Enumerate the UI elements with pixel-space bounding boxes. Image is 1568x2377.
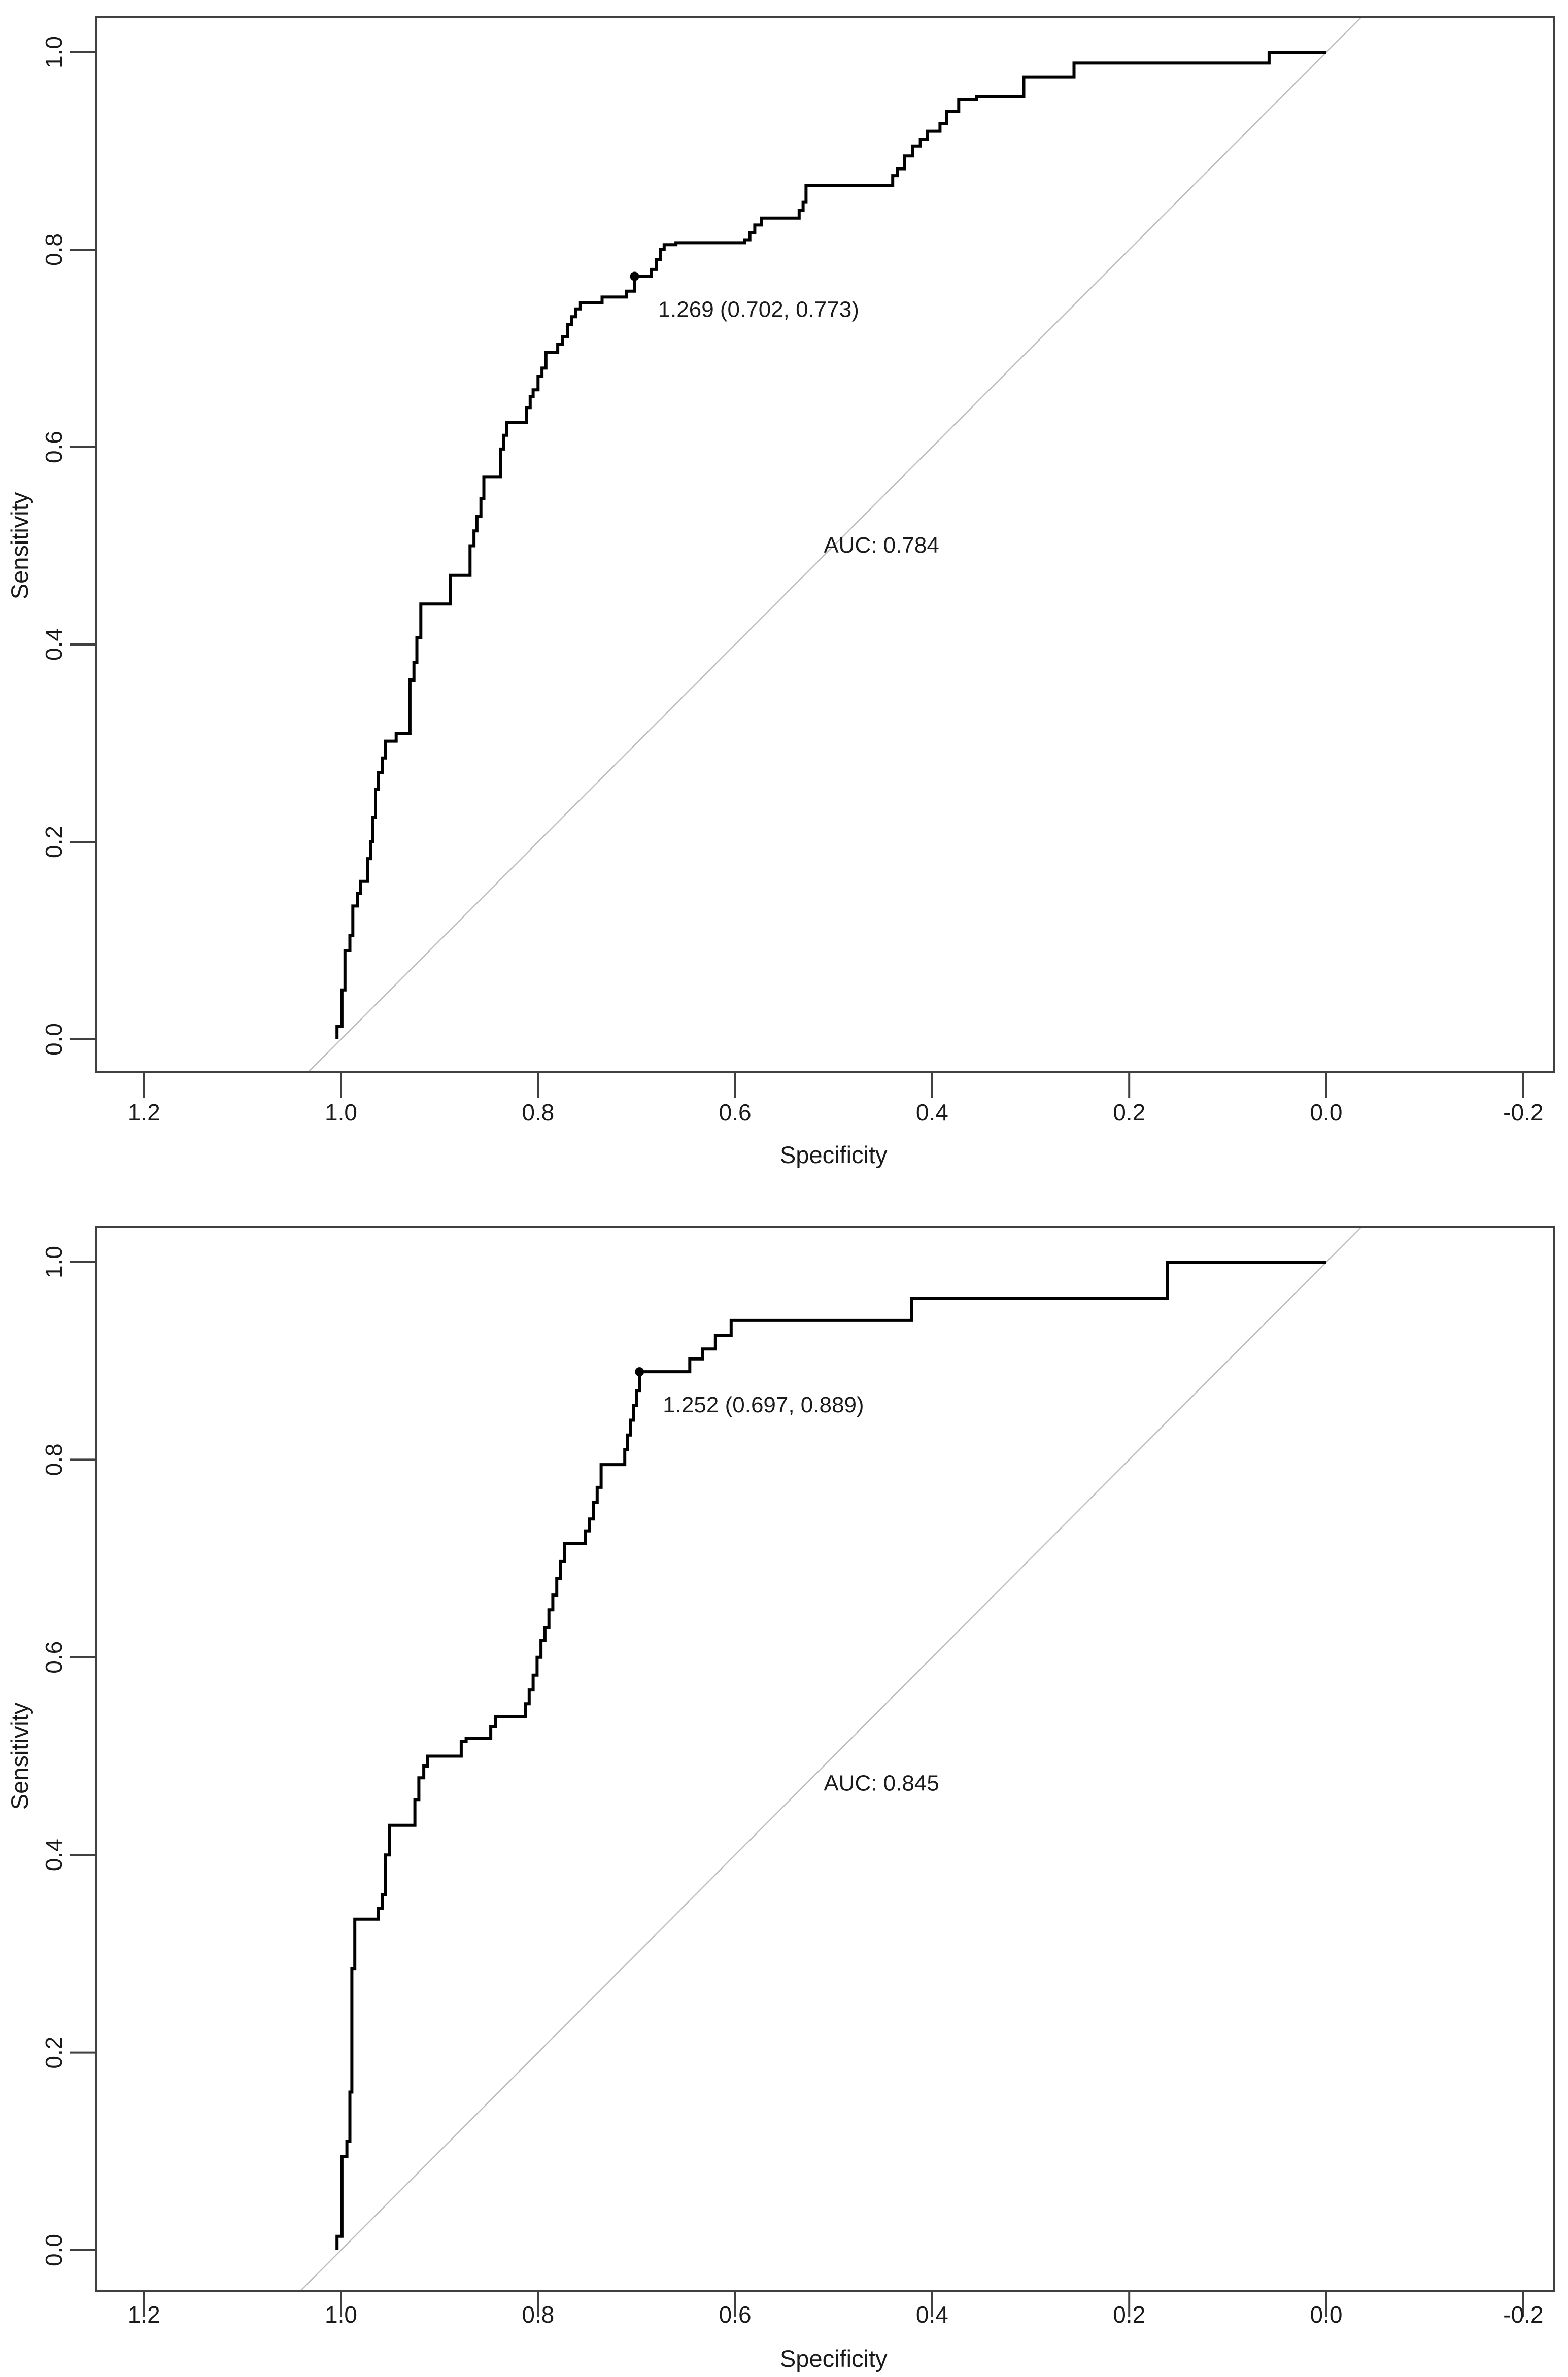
x-axis-title: Specificity <box>780 2345 888 2372</box>
best-threshold-label: 1.269 (0.702, 0.773) <box>658 297 859 322</box>
x-axis-tick-label: 1.2 <box>128 1099 160 1126</box>
x-axis-tick-label: -0.2 <box>1503 1099 1543 1126</box>
x-axis-tick-label: 0.6 <box>719 1099 752 1126</box>
y-axis-tick-label: 0.0 <box>41 1023 67 1056</box>
y-axis-title: Sensitivity <box>6 492 33 599</box>
x-axis-tick-label: 0.0 <box>1310 1099 1343 1126</box>
plot-box <box>95 1226 1555 2292</box>
y-axis-tick-label: 0.2 <box>41 2036 67 2069</box>
roc-plot-top-canvas: 1.2 1.0 0.8 0.6 0.4 0.2 0.0 -0.2 0.0 0.2 0.4 0.6 0.8… <box>0 0 1568 1188</box>
y-axis-tick-label: 0.0 <box>41 2234 67 2266</box>
plot-background <box>0 0 1568 1188</box>
x-axis-tick-label: 0.2 <box>1113 1099 1145 1126</box>
y-axis-tick-label: 0.4 <box>41 1839 67 1871</box>
x-axis-tick-label: 0.6 <box>719 2301 752 2328</box>
plot-background <box>0 1188 1568 2377</box>
best-threshold-label: 1.252 (0.697, 0.889) <box>663 1393 864 1417</box>
x-axis-tick-label: 1.2 <box>128 2301 160 2328</box>
x-axis-tick-label: 1.0 <box>325 2301 357 2328</box>
y-axis-tick-label: 0.4 <box>41 628 67 661</box>
x-axis-tick-label: 0.8 <box>522 2301 554 2328</box>
y-axis-tick-label: 1.0 <box>41 36 67 69</box>
x-axis-tick-label: 0.4 <box>916 1099 948 1126</box>
auc-label: AUC: 0.784 <box>824 533 939 558</box>
best-threshold-marker <box>635 1367 644 1377</box>
diagonal-reference-line <box>299 1227 1363 2291</box>
x-axis-tick-label: -0.2 <box>1503 2301 1543 2328</box>
plot-box <box>95 16 1555 1073</box>
x-axis-tick-label: 0.2 <box>1113 2301 1145 2328</box>
roc-curve <box>335 51 1326 1039</box>
x-axis-tick-label: 0.0 <box>1310 2301 1343 2328</box>
y-axis-tick-label: 0.2 <box>41 826 67 858</box>
x-axis-tick-label: 1.0 <box>325 1099 357 1126</box>
x-axis-title: Specificity <box>780 1141 888 1168</box>
y-axis-tick-label: 0.8 <box>41 233 67 266</box>
y-axis-tick-label: 0.6 <box>41 1641 67 1674</box>
best-threshold-marker <box>630 271 639 281</box>
roc-plot-bottom: 1.2 1.0 0.8 0.6 0.4 0.2 0.0 -0.2 0.0 0.2 0.4 0.6 0.8… <box>0 1188 1568 2377</box>
roc-plot-bottom-canvas: 1.2 1.0 0.8 0.6 0.4 0.2 0.0 -0.2 0.0 0.2 0.4 0.6 0.8… <box>0 1188 1568 2377</box>
y-axis-tick-label: 1.0 <box>41 1246 67 1278</box>
x-axis-tick-label: 0.4 <box>916 2301 948 2328</box>
roc-curve <box>335 1261 1326 2250</box>
diagonal-reference-line <box>308 17 1362 1072</box>
x-axis-tick-label: 0.8 <box>522 1099 554 1126</box>
y-axis-tick-label: 0.8 <box>41 1443 67 1476</box>
y-axis-title: Sensitivity <box>6 1702 33 1810</box>
y-axis-tick-label: 0.6 <box>41 431 67 463</box>
roc-plot-top: 1.2 1.0 0.8 0.6 0.4 0.2 0.0 -0.2 0.0 0.2 0.4 0.6 0.8… <box>0 0 1568 1188</box>
auc-label: AUC: 0.845 <box>824 1771 939 1796</box>
